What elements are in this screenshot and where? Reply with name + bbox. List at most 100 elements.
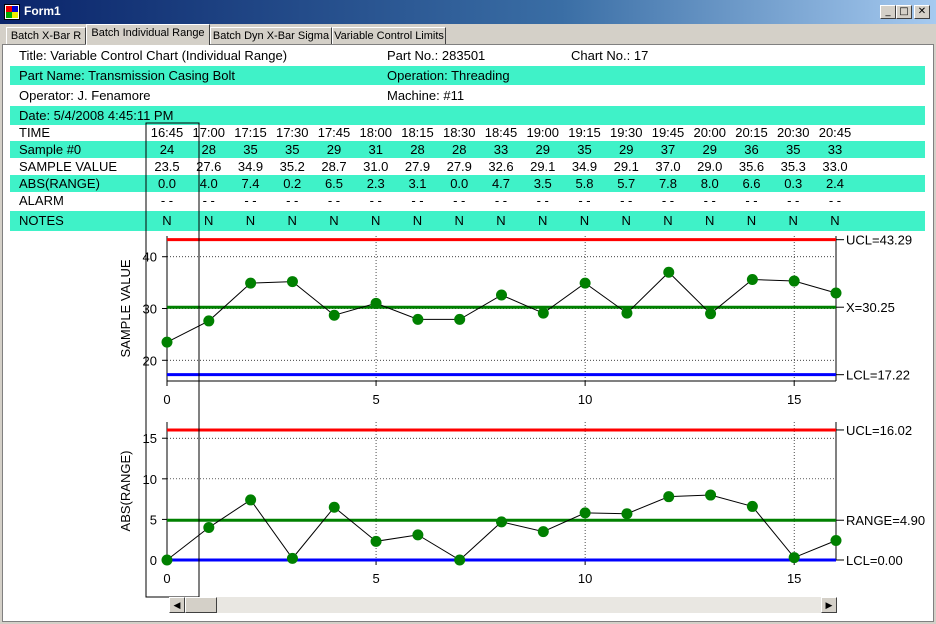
alarm-cell: - -	[160, 193, 174, 208]
time-cell: 19:30	[609, 125, 643, 140]
alarm-cell: - -	[244, 193, 257, 208]
y-axis-label: SAMPLE VALUE	[118, 259, 133, 357]
scroll-right-button[interactable]: ▶	[821, 597, 837, 613]
value-cell: 35.2	[279, 159, 305, 174]
data-point[interactable]	[621, 307, 633, 319]
value-cell: 32.6	[488, 159, 514, 174]
maximize-button[interactable]: □	[896, 5, 912, 19]
header-row-operator: Operator: J. Fenamore Machine: #11	[10, 86, 925, 105]
notes-cell: N	[538, 213, 548, 228]
title-bar: Form1 _ □ ✕	[0, 0, 936, 24]
data-point[interactable]	[496, 289, 507, 301]
range-cell: 0.2	[283, 176, 302, 191]
x-tick-label: 10	[578, 392, 592, 407]
data-point[interactable]	[705, 308, 717, 320]
ucl-label: UCL=16.02	[846, 423, 912, 438]
data-point[interactable]	[621, 508, 633, 520]
data-point[interactable]	[161, 336, 173, 348]
data-point[interactable]	[537, 307, 549, 319]
time-cell: 17:30	[275, 125, 309, 140]
data-point[interactable]	[161, 554, 173, 566]
tab-batch-xbar-r[interactable]: Batch X-Bar R	[6, 27, 86, 44]
data-point[interactable]	[788, 275, 800, 287]
notes-cell: N	[245, 213, 256, 228]
data-point[interactable]	[579, 507, 591, 519]
data-point[interactable]	[412, 529, 424, 541]
time-cell: 20:00	[693, 125, 727, 140]
tab-batch-dyn-xbar-sigma[interactable]: Batch Dyn X-Bar Sigma	[210, 27, 332, 44]
y-tick-label: 10	[143, 472, 157, 487]
data-point[interactable]	[663, 266, 675, 278]
data-point[interactable]	[746, 274, 758, 285]
time-label: TIME	[19, 125, 51, 140]
time-cell: 17:00	[192, 125, 226, 140]
range-cell: 6.6	[742, 176, 761, 191]
close-button[interactable]: ✕	[914, 5, 930, 19]
machine: Machine: #11	[387, 88, 465, 103]
scroll-left-button[interactable]: ◀	[169, 597, 185, 613]
alarm-cell: - -	[327, 193, 341, 208]
range-cell: 2.3	[366, 176, 385, 191]
time-cell: 20:45	[818, 125, 852, 140]
alarm-cell: - -	[453, 193, 466, 208]
y-tick-label: 20	[143, 353, 157, 368]
data-point[interactable]	[328, 309, 340, 321]
center-label: RANGE=4.90	[846, 513, 925, 528]
data-point[interactable]	[830, 535, 842, 547]
data-point[interactable]	[286, 552, 298, 564]
range-row: ABS(RANGE) 0.0 4.0 7.4 0.2 6.5 2.3 3.1 0.0 4.7 3.…	[10, 175, 925, 192]
alarm-cell: - -	[578, 193, 591, 208]
range-cell: 5.7	[617, 176, 636, 191]
data-point[interactable]	[496, 516, 507, 528]
ucl-label: UCL=43.29	[846, 233, 912, 248]
x-tick-label: 15	[787, 571, 801, 586]
y-axis-label: ABS(RANGE)	[118, 451, 133, 532]
data-point[interactable]	[537, 526, 549, 538]
sample-cell: 36	[744, 142, 759, 157]
data-point[interactable]	[454, 313, 466, 325]
data-point[interactable]	[203, 522, 215, 534]
data-point[interactable]	[412, 313, 424, 325]
data-point[interactable]	[370, 297, 382, 309]
notes-label: NOTES	[19, 213, 64, 228]
range-cell: 0.0	[157, 176, 177, 191]
range-cell: 0.0	[450, 176, 469, 191]
data-point[interactable]	[203, 315, 215, 327]
sample-cell: 35	[786, 142, 801, 157]
data-point[interactable]	[328, 501, 340, 513]
data-point[interactable]	[579, 277, 591, 289]
time-cell: 17:45	[317, 125, 351, 140]
chart-panel	[2, 44, 934, 622]
chart-number: Chart No.: 17	[571, 48, 649, 63]
value-cell: 33.0	[822, 159, 848, 174]
tab-variable-control-limits[interactable]: Variable Control Limits	[332, 27, 446, 44]
value-cell: 35.6	[738, 159, 765, 174]
value-cell: 29.1	[613, 159, 639, 174]
scroll-thumb[interactable]	[185, 597, 217, 613]
data-point[interactable]	[245, 494, 257, 506]
data-point[interactable]	[245, 277, 257, 289]
value-cell: 31.0	[363, 159, 389, 174]
y-tick-label: 15	[143, 431, 157, 446]
sample-cell: 37	[660, 142, 676, 157]
horizontal-scrollbar[interactable]: ◀ ▶	[169, 597, 837, 613]
tab-batch-individual-range[interactable]: Batch Individual Range	[86, 24, 210, 45]
data-point[interactable]	[830, 287, 842, 299]
range-cell: 8.0	[700, 176, 719, 191]
time-cell: 18:45	[484, 125, 518, 140]
data-point[interactable]	[454, 554, 466, 566]
data-point[interactable]	[370, 535, 382, 547]
header-row-date: Date: 5/4/2008 4:45:11 PM	[10, 106, 925, 125]
data-point[interactable]	[663, 491, 675, 503]
app-icon[interactable]	[4, 4, 20, 20]
sample-cell: 31	[368, 142, 383, 157]
data-point[interactable]	[286, 276, 298, 288]
value-cell: 27.9	[404, 159, 431, 174]
y-tick-label: 5	[150, 512, 157, 527]
data-point[interactable]	[746, 500, 758, 512]
data-point[interactable]	[788, 552, 800, 564]
range-cell: 2.4	[825, 176, 845, 191]
data-point[interactable]	[705, 489, 717, 501]
notes-cell: N	[830, 213, 840, 228]
minimize-button[interactable]: _	[880, 5, 896, 19]
